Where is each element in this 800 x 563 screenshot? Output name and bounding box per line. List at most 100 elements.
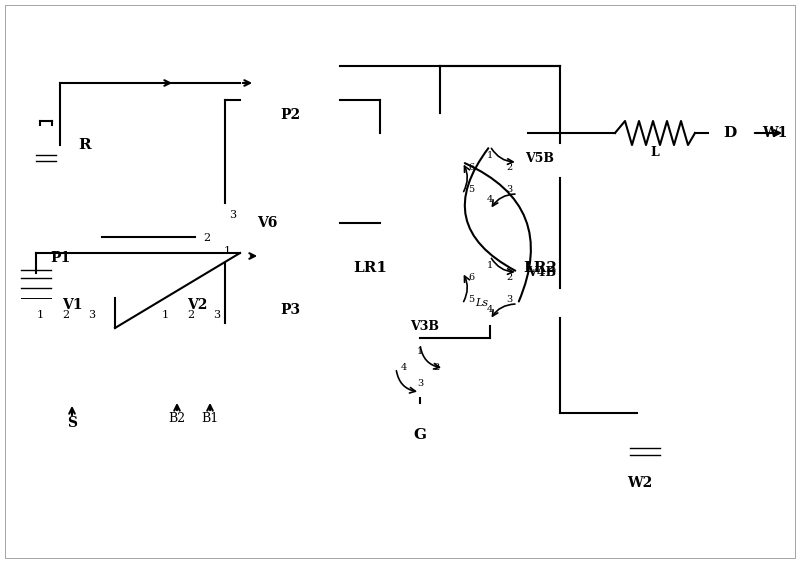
- Circle shape: [317, 252, 333, 268]
- Text: 2: 2: [187, 310, 194, 320]
- Text: 1: 1: [487, 151, 493, 160]
- Circle shape: [272, 228, 288, 244]
- Bar: [160, 338, 180, 388]
- Text: 2: 2: [433, 364, 439, 373]
- Circle shape: [312, 40, 328, 56]
- Bar: [405, 403, 435, 423]
- Bar: [87, 338, 107, 388]
- Circle shape: [486, 142, 494, 150]
- Circle shape: [292, 33, 308, 49]
- Text: P1: P1: [50, 251, 70, 265]
- Text: 1: 1: [417, 347, 423, 356]
- Circle shape: [441, 364, 447, 372]
- Circle shape: [486, 252, 494, 260]
- Text: 2: 2: [506, 272, 512, 282]
- Circle shape: [284, 55, 296, 67]
- Circle shape: [417, 388, 423, 395]
- Circle shape: [458, 159, 466, 166]
- Text: 3: 3: [214, 310, 221, 320]
- Circle shape: [452, 140, 528, 216]
- Circle shape: [282, 75, 298, 91]
- Text: V6: V6: [257, 216, 277, 230]
- Circle shape: [458, 301, 466, 307]
- Circle shape: [708, 111, 752, 155]
- Text: 1: 1: [37, 310, 43, 320]
- Circle shape: [247, 57, 263, 73]
- Bar: [32, 133, 60, 173]
- Bar: [628, 398, 652, 403]
- Text: 6: 6: [468, 163, 474, 172]
- Circle shape: [312, 235, 328, 251]
- Circle shape: [262, 70, 278, 86]
- Circle shape: [195, 203, 255, 263]
- Text: P2: P2: [280, 108, 300, 122]
- Text: V2: V2: [187, 298, 207, 312]
- Bar: [45, 231, 55, 243]
- Circle shape: [390, 338, 450, 398]
- Circle shape: [292, 228, 308, 244]
- Circle shape: [417, 341, 423, 347]
- Circle shape: [458, 190, 466, 198]
- Text: 5: 5: [468, 185, 474, 194]
- Text: G: G: [414, 428, 426, 442]
- Text: 5: 5: [468, 294, 474, 303]
- Circle shape: [458, 269, 466, 275]
- Text: V1: V1: [62, 298, 82, 312]
- Circle shape: [514, 159, 522, 166]
- Text: 6: 6: [468, 272, 474, 282]
- Text: 4: 4: [487, 306, 493, 315]
- Bar: [630, 403, 650, 413]
- Text: 3: 3: [506, 185, 512, 194]
- Text: V5B: V5B: [526, 151, 554, 164]
- Text: V4B: V4B: [527, 266, 557, 279]
- Text: R: R: [78, 138, 91, 152]
- Circle shape: [393, 364, 399, 372]
- Text: B2: B2: [169, 412, 186, 425]
- Text: 2: 2: [506, 163, 512, 172]
- Text: V3B: V3B: [410, 319, 439, 333]
- Text: 1: 1: [487, 261, 493, 270]
- Circle shape: [284, 250, 296, 262]
- Bar: [240, 223, 340, 298]
- Circle shape: [514, 190, 522, 198]
- Circle shape: [486, 207, 494, 213]
- Text: LR2: LR2: [523, 261, 557, 275]
- Text: Ls: Ls: [475, 298, 489, 308]
- Bar: [35, 338, 55, 388]
- Bar: [61, 338, 81, 388]
- Text: 1: 1: [223, 246, 230, 256]
- Circle shape: [486, 316, 494, 324]
- Text: 2: 2: [203, 233, 210, 243]
- Text: 2: 2: [62, 310, 70, 320]
- Text: 3: 3: [89, 310, 95, 320]
- Text: W2: W2: [627, 476, 653, 490]
- Text: D: D: [723, 126, 737, 140]
- Bar: [186, 338, 206, 388]
- Bar: [212, 338, 232, 388]
- Circle shape: [252, 40, 268, 56]
- Text: 3: 3: [417, 379, 423, 388]
- Bar: [25, 237, 47, 243]
- Text: L: L: [650, 146, 659, 159]
- Bar: [27, 243, 45, 253]
- Circle shape: [514, 269, 522, 275]
- Circle shape: [317, 57, 333, 73]
- Circle shape: [514, 301, 522, 307]
- Circle shape: [282, 270, 298, 286]
- Bar: [240, 28, 340, 103]
- Text: B1: B1: [202, 412, 218, 425]
- Circle shape: [252, 235, 268, 251]
- Bar: [100, 232, 112, 242]
- Text: W1: W1: [762, 126, 788, 140]
- Circle shape: [452, 250, 528, 326]
- Circle shape: [302, 70, 318, 86]
- Circle shape: [262, 265, 278, 281]
- Bar: [155, 328, 240, 398]
- Circle shape: [247, 252, 263, 268]
- Text: LR1: LR1: [353, 261, 387, 275]
- Bar: [40, 228, 100, 246]
- Circle shape: [272, 33, 288, 49]
- Bar: [38, 125, 54, 133]
- Text: S: S: [67, 416, 77, 430]
- Text: P3: P3: [280, 303, 300, 317]
